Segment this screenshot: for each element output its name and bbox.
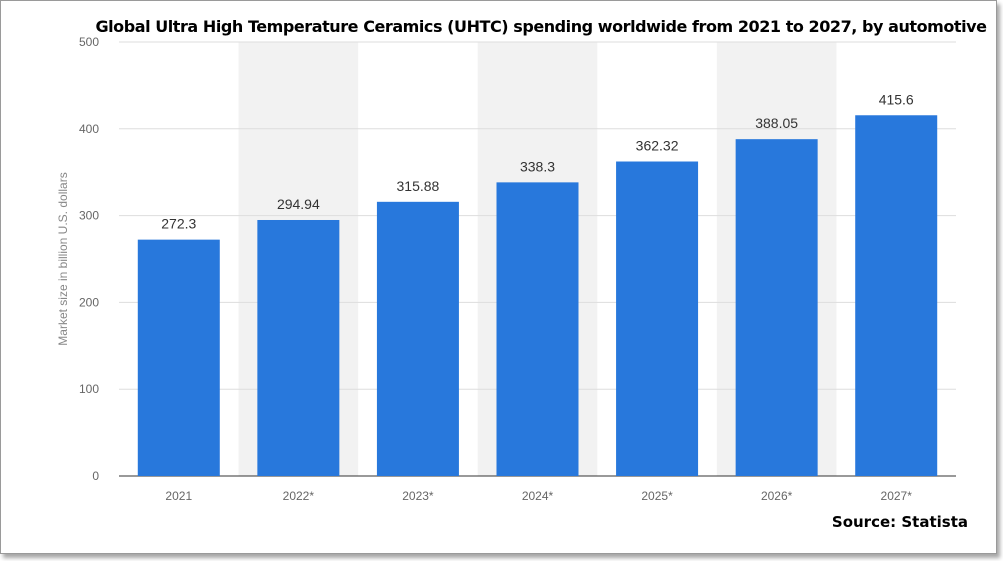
data-label: 338.3 bbox=[520, 158, 555, 174]
bar bbox=[376, 201, 459, 476]
y-tick-label: 0 bbox=[92, 469, 99, 483]
x-tick-label: 2022* bbox=[283, 489, 315, 503]
y-axis-ticks: 0 100 200 300 400 500 bbox=[79, 35, 99, 483]
y-tick-label: 500 bbox=[79, 35, 99, 49]
bar bbox=[855, 115, 938, 476]
source-note: Source: Statista bbox=[831, 513, 968, 531]
data-label: 362.32 bbox=[636, 138, 679, 154]
bar bbox=[496, 182, 579, 477]
x-tick-label: 2025* bbox=[641, 489, 673, 503]
x-tick-label: 2023* bbox=[402, 489, 434, 503]
data-label: 315.88 bbox=[397, 178, 440, 194]
chart-title: Global Ultra High Temperature Ceramics (… bbox=[95, 17, 987, 36]
y-tick-label: 400 bbox=[79, 122, 99, 136]
value-labels: 272.3 294.94 315.88 338.3 362.32 388.05 415.6 bbox=[161, 91, 914, 231]
bar bbox=[616, 161, 699, 477]
x-tick-label: 2026* bbox=[761, 489, 793, 503]
x-axis-ticks: 2021 2022* 2023* 2024* 2025* 2026* 2027* bbox=[165, 489, 912, 503]
bar bbox=[137, 239, 220, 476]
y-axis-label: Market size in billion U.S. dollars bbox=[56, 172, 70, 345]
bar bbox=[735, 139, 818, 476]
x-tick-label: 2024* bbox=[522, 489, 554, 503]
x-tick-label: 2027* bbox=[881, 489, 913, 503]
data-label: 294.94 bbox=[277, 196, 320, 212]
data-label: 415.6 bbox=[879, 91, 914, 107]
y-tick-label: 300 bbox=[79, 209, 99, 223]
data-label: 388.05 bbox=[755, 115, 798, 131]
x-tick-label: 2021 bbox=[165, 489, 192, 503]
bar bbox=[257, 219, 340, 477]
data-label: 272.3 bbox=[161, 216, 196, 232]
y-tick-label: 100 bbox=[79, 382, 99, 396]
bar-chart: 0 100 200 300 400 500 272.3 294.94 315.88 338.3 3… bbox=[56, 35, 956, 503]
y-tick-label: 200 bbox=[79, 295, 99, 309]
bars bbox=[137, 115, 938, 477]
